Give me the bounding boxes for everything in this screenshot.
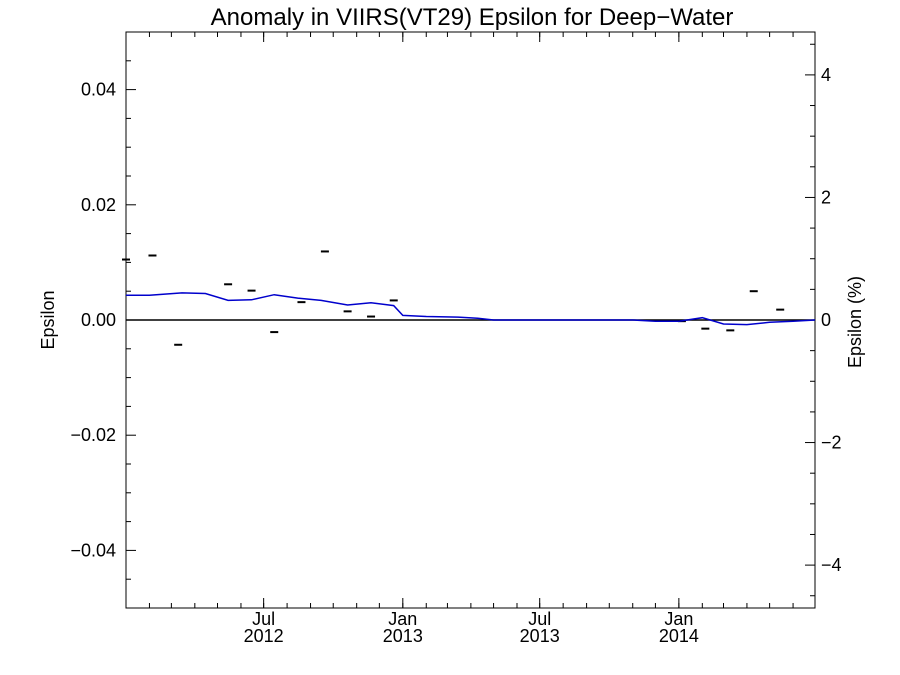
x-tick-label-year: 2013	[383, 626, 423, 646]
y-tick-label-right: 0	[821, 310, 831, 330]
x-tick-label-month: Jul	[528, 609, 551, 629]
x-tick-label-month: Jul	[252, 609, 275, 629]
chart-title: Anomaly in VIIRS(VT29) Epsilon for Deep−…	[211, 4, 734, 31]
y-tick-label-left: 0.02	[81, 195, 116, 215]
y-tick-label-right: −2	[821, 433, 842, 453]
x-tick-label-year: 2014	[659, 626, 699, 646]
y-tick-label-right: 2	[821, 187, 831, 207]
y-tick-label-left: −0.04	[70, 540, 116, 560]
x-tick-label-month: Jan	[388, 609, 417, 629]
y-tick-label-right: 4	[821, 65, 831, 85]
axis-ticks: 0.040.020.00−0.02−0.04420−2−4Jul2012Jan2…	[70, 32, 842, 646]
y-axis-label-left: Epsilon	[38, 290, 58, 349]
x-tick-label-month: Jan	[664, 609, 693, 629]
y-axis-label-right: Epsilon (%)	[845, 276, 865, 368]
x-tick-label-year: 2013	[520, 626, 560, 646]
x-tick-label-year: 2012	[244, 626, 284, 646]
y-tick-label-left: 0.00	[81, 310, 116, 330]
data-marks	[122, 250, 816, 346]
y-tick-label-left: 0.04	[81, 80, 116, 100]
series-line	[126, 292, 816, 326]
y-tick-label-right: −4	[821, 555, 842, 575]
y-tick-label-left: −0.02	[70, 425, 116, 445]
